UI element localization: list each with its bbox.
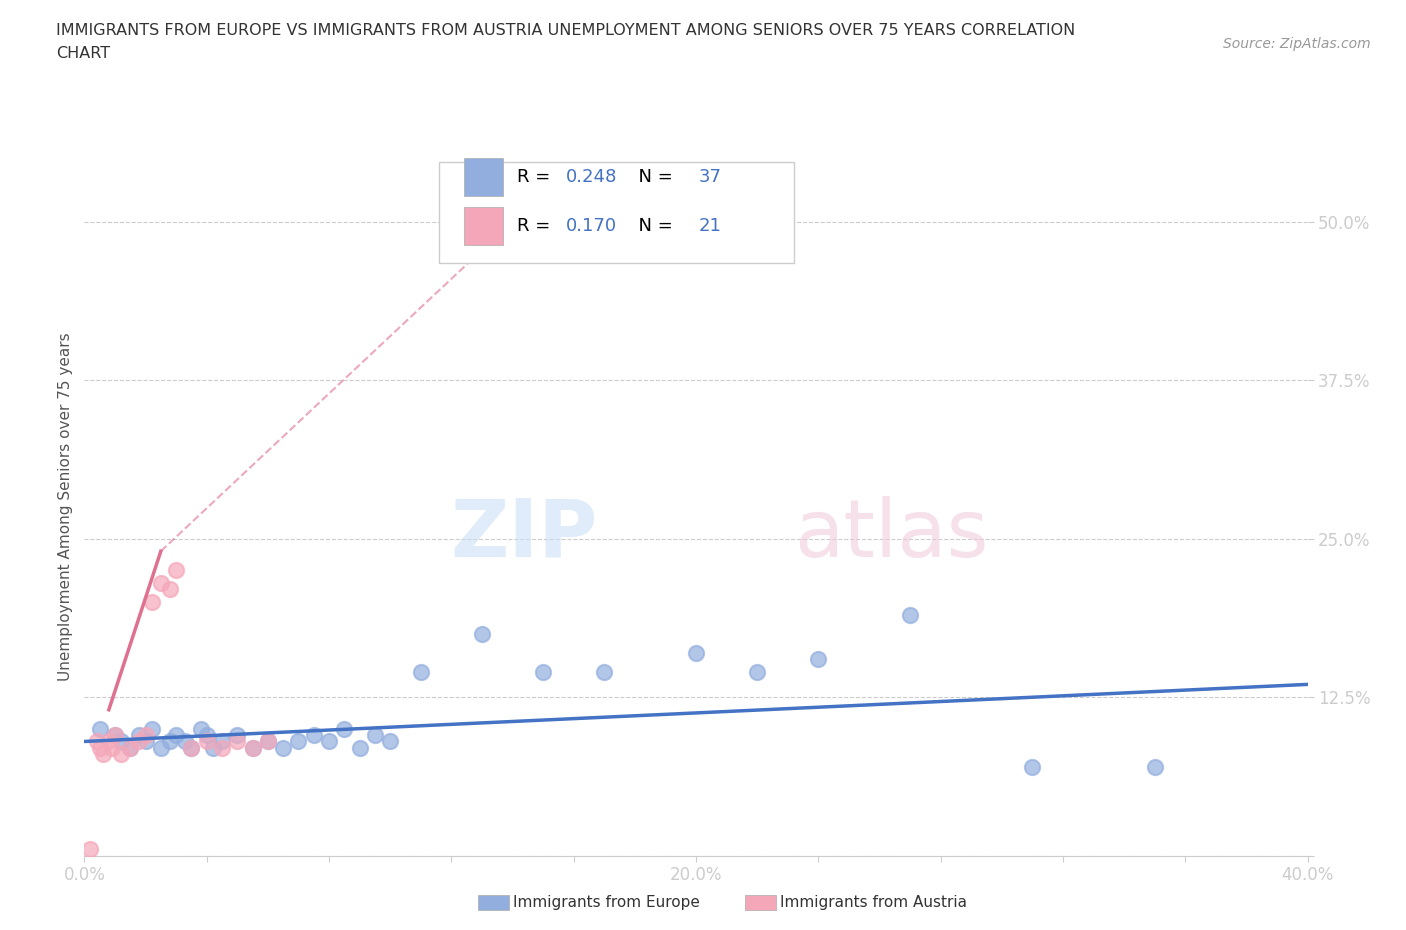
Point: [110, 747, 132, 762]
Point: [195, 734, 218, 749]
Text: N =: N =: [627, 217, 679, 235]
Point: [141, 594, 163, 609]
Point: [1143, 760, 1166, 775]
FancyBboxPatch shape: [464, 206, 503, 246]
Point: [120, 740, 142, 755]
Text: Immigrants from Austria: Immigrants from Austria: [780, 895, 967, 910]
Text: R =: R =: [517, 168, 557, 186]
Point: [110, 734, 132, 749]
Text: CHART: CHART: [56, 46, 110, 61]
Point: [226, 727, 249, 742]
Point: [79, 842, 101, 857]
Point: [120, 740, 142, 755]
Point: [165, 563, 187, 578]
Point: [159, 734, 181, 749]
Point: [747, 664, 769, 679]
Point: [302, 727, 325, 742]
Point: [257, 734, 280, 749]
Point: [271, 740, 294, 755]
Point: [180, 740, 202, 755]
Point: [257, 734, 280, 749]
Point: [1021, 760, 1043, 775]
Text: N =: N =: [627, 168, 679, 186]
Point: [135, 734, 157, 749]
Text: ZIP: ZIP: [451, 496, 598, 574]
Point: [165, 727, 187, 742]
Text: R =: R =: [517, 217, 557, 235]
Point: [211, 734, 233, 749]
Point: [97, 734, 120, 749]
Point: [141, 722, 163, 737]
FancyBboxPatch shape: [464, 158, 503, 196]
Point: [318, 734, 340, 749]
Point: [531, 664, 554, 679]
Point: [333, 722, 356, 737]
Text: 37: 37: [699, 168, 721, 186]
Point: [211, 740, 233, 755]
Point: [149, 740, 172, 755]
Point: [104, 727, 127, 742]
Point: [242, 740, 264, 755]
Point: [180, 740, 202, 755]
Text: atlas: atlas: [794, 496, 988, 574]
Point: [91, 747, 114, 762]
Text: IMMIGRANTS FROM EUROPE VS IMMIGRANTS FROM AUSTRIA UNEMPLOYMENT AMONG SENIORS OVE: IMMIGRANTS FROM EUROPE VS IMMIGRANTS FRO…: [56, 23, 1076, 38]
Point: [380, 734, 402, 749]
Point: [104, 727, 127, 742]
Point: [242, 740, 264, 755]
Point: [807, 652, 830, 667]
FancyBboxPatch shape: [439, 162, 794, 263]
Text: 21: 21: [699, 217, 721, 235]
Point: [86, 734, 108, 749]
Point: [128, 734, 150, 749]
Point: [226, 734, 249, 749]
Text: 0.170: 0.170: [567, 217, 617, 235]
Point: [190, 722, 212, 737]
Point: [409, 664, 432, 679]
Point: [349, 740, 371, 755]
Point: [685, 645, 707, 660]
Point: [135, 727, 157, 742]
Point: [364, 727, 387, 742]
Point: [898, 607, 921, 622]
Point: [287, 734, 309, 749]
Point: [195, 727, 218, 742]
Point: [471, 626, 494, 641]
Point: [593, 664, 616, 679]
Point: [128, 727, 150, 742]
Text: Immigrants from Europe: Immigrants from Europe: [513, 895, 700, 910]
Y-axis label: Unemployment Among Seniors over 75 years: Unemployment Among Seniors over 75 years: [58, 333, 73, 681]
Point: [174, 734, 197, 749]
Text: 0.248: 0.248: [567, 168, 617, 186]
Point: [149, 576, 172, 591]
Point: [101, 740, 124, 755]
Text: Source: ZipAtlas.com: Source: ZipAtlas.com: [1223, 37, 1371, 51]
Point: [201, 740, 224, 755]
Point: [89, 740, 111, 755]
Point: [89, 722, 111, 737]
Point: [159, 582, 181, 597]
